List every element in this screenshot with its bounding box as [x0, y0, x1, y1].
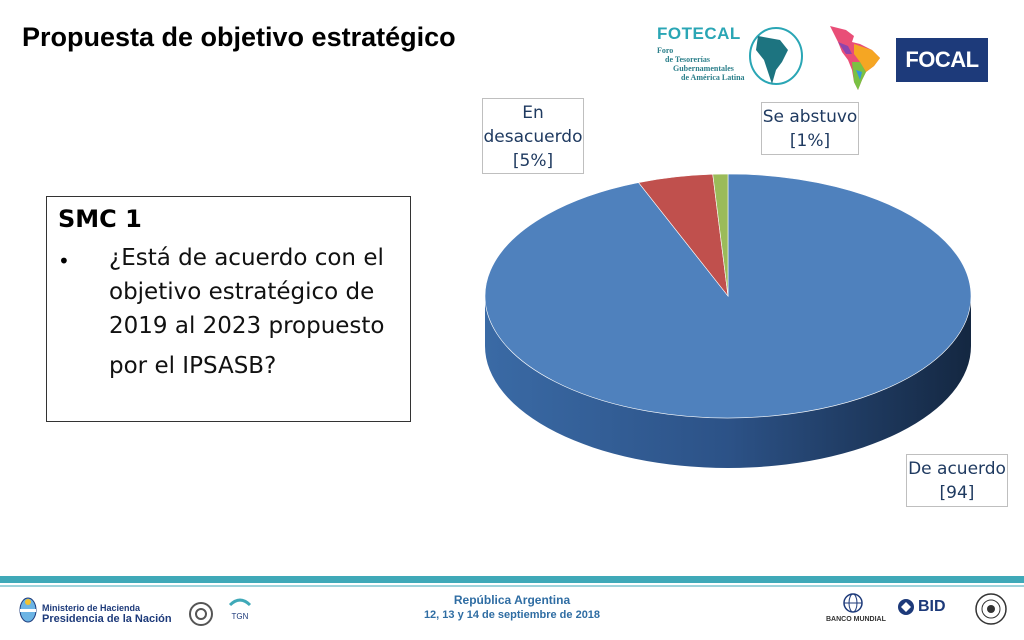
pie-slice-se-abstuvo [712, 173, 729, 297]
gear-seal-icon [189, 602, 213, 626]
imf-seal-icon [975, 593, 1007, 625]
question-box: SMC 1 • ¿Está de acuerdo con el objetivo… [46, 196, 411, 422]
question-text: ¿Está de acuerdo con el objetivo estraté… [109, 241, 399, 383]
fotecal-line-2: de Tesorerías [665, 55, 710, 64]
label-en-desacuerdo-line-1: En [522, 103, 544, 123]
tgn-logo-icon: TGN [228, 598, 252, 621]
footer [0, 588, 1024, 640]
footer-dates: 12, 13 y 14 de septiembre de 2018 [423, 609, 601, 621]
footer-country: República Argentina [453, 593, 571, 607]
focal-logo: FOCAL [896, 38, 988, 82]
footer-banco-mundial: BANCO MUNDIAL [826, 616, 886, 623]
label-de-acuerdo-value: [94] [939, 483, 975, 503]
fotecal-line-1: Foro [657, 46, 674, 55]
bullet-icon: • [58, 249, 70, 273]
colorful-map-icon [830, 26, 880, 90]
fotecal-line-4: de América Latina [681, 73, 745, 82]
label-en-desacuerdo: En desacuerdo [5%] [482, 98, 584, 174]
label-se-abstuvo: Se abstuvo [1%] [761, 102, 859, 155]
fotecal-line-3: Gubernamentales [673, 64, 734, 73]
question-heading: SMC 1 [58, 205, 142, 233]
fotecal-logo: FOTECAL Foro de Tesorerías Gubernamental… [655, 24, 805, 92]
label-se-abstuvo-value: [1%] [789, 131, 831, 151]
label-de-acuerdo-line-1: De acuerdo [908, 459, 1006, 479]
footer-accent-line [0, 585, 1024, 587]
footer-bid: BID [918, 598, 946, 615]
label-se-abstuvo-line-1: Se abstuvo [762, 107, 858, 127]
slide-title: Propuesta de objetivo estratégico [22, 22, 456, 52]
label-en-desacuerdo-value: [5%] [512, 151, 554, 171]
label-en-desacuerdo-line-2: desacuerdo [483, 127, 583, 147]
tgn-text: TGN [232, 612, 249, 621]
argentina-shield-icon [19, 597, 37, 623]
bid-icon [898, 599, 914, 615]
footer-accent-bar [0, 576, 1024, 583]
globe-icon [843, 593, 863, 613]
question-line-3: 2019 al 2023 propuesto [109, 313, 385, 339]
footer-ministry: Ministerio de Hacienda [42, 603, 141, 613]
footer-presidency: Presidencia de la Nación [42, 613, 172, 625]
question-line-1: ¿Está de acuerdo con el [109, 245, 384, 271]
pie-side-wall [485, 296, 971, 468]
question-line-2: objetivo estratégico de [109, 279, 375, 305]
latin-america-map-icon [749, 27, 803, 85]
question-line-4: por el IPSASB? [109, 353, 277, 379]
label-de-acuerdo: De acuerdo [94] [906, 454, 1008, 507]
fotecal-brand: FOTECAL [657, 24, 741, 43]
